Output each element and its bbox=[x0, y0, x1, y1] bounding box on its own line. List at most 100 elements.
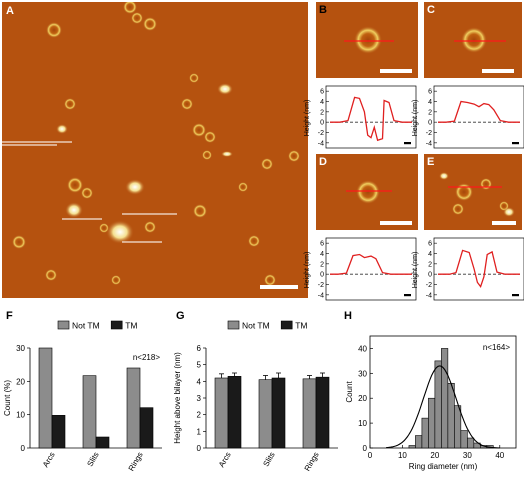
ring-particles bbox=[12, 2, 300, 286]
histogram-bar bbox=[428, 397, 436, 449]
profile-ylabel-bd: Height (nm) bbox=[304, 100, 311, 137]
histogram-bar bbox=[408, 445, 416, 449]
chart-f: 0 10 20 30 Count (%) Arcs Slits Rings Not TM TM n<… bbox=[3, 320, 162, 473]
profile-tick-label: -2 bbox=[426, 130, 432, 137]
profile-tick-label: -4 bbox=[318, 292, 324, 299]
gaussian-fit bbox=[386, 365, 500, 449]
profile-c: 6 4 2 0 -2 -4 bbox=[426, 85, 524, 149]
legend-swatch bbox=[227, 320, 240, 330]
x-tick-label: Slits bbox=[85, 451, 100, 469]
profile-line bbox=[330, 96, 412, 142]
y-tick-label: 0 bbox=[21, 444, 26, 453]
bar-not-tm-rings bbox=[126, 367, 141, 449]
x-tick-label: Rings bbox=[127, 451, 145, 473]
height-profiles: Height (nm) Height (nm) Height (nm) Heig… bbox=[304, 85, 524, 301]
bar-not-tm-arcs bbox=[38, 347, 53, 449]
profile-d: 6 4 2 0 -2 -4 bbox=[318, 237, 417, 301]
aggregate-blobs bbox=[56, 83, 233, 244]
profile-scale-bar bbox=[512, 142, 519, 145]
profile-scale-bar bbox=[404, 142, 411, 145]
y-tick-label: 1 bbox=[197, 427, 202, 436]
afm-image-e: E bbox=[424, 154, 522, 230]
profile-scale-bar bbox=[404, 294, 411, 297]
x-tick-label: 30 bbox=[463, 451, 472, 460]
profile-tick-label: 2 bbox=[320, 261, 324, 268]
y-axis-label: Count (%) bbox=[3, 380, 12, 416]
afm-image-a: A bbox=[2, 2, 308, 298]
x-tick-label: 10 bbox=[398, 451, 407, 460]
chart-annotation: n<164> bbox=[483, 343, 510, 352]
y-tick-label: 5 bbox=[197, 361, 202, 370]
profile-tick-label: 0 bbox=[320, 272, 324, 279]
x-tick-label: 40 bbox=[495, 451, 504, 460]
x-axis-label: Ring diameter (nm) bbox=[409, 462, 478, 471]
histogram-bar bbox=[421, 417, 429, 449]
x-tick-label: Slits bbox=[261, 451, 276, 469]
profile-tick-label: 4 bbox=[428, 99, 432, 106]
legend-label: TM bbox=[295, 321, 307, 331]
chart-annotation: n<218> bbox=[133, 353, 160, 362]
x-tick-label: 20 bbox=[430, 451, 439, 460]
profile-tick-label: 6 bbox=[320, 241, 324, 248]
profile-b: 6 4 2 0 -2 -4 bbox=[318, 85, 417, 149]
histogram-bar bbox=[467, 437, 475, 449]
profile-tick-label: 0 bbox=[320, 120, 324, 127]
bar-tm-rings bbox=[315, 376, 330, 449]
afm-image-a-features bbox=[2, 2, 300, 286]
histogram-bar bbox=[441, 348, 449, 449]
afm-image-b: B bbox=[316, 2, 418, 78]
y-tick-label: 40 bbox=[358, 344, 367, 353]
histogram-bar bbox=[447, 382, 455, 449]
profile-tick-label: -2 bbox=[426, 282, 432, 289]
histogram-bar bbox=[434, 360, 442, 449]
legend-swatch bbox=[110, 320, 123, 330]
profile-tick-label: -4 bbox=[318, 140, 324, 147]
bar-tm-arcs bbox=[51, 415, 66, 449]
scan-streaks bbox=[2, 141, 177, 243]
profile-e: 6 4 2 0 -2 -4 bbox=[426, 237, 524, 301]
x-tick-label: Arcs bbox=[217, 451, 233, 469]
panel-label-b: B bbox=[319, 4, 327, 16]
profile-ylabel-e: Height (nm) bbox=[412, 252, 419, 289]
legend-swatch bbox=[280, 320, 293, 330]
afm-image-c: C bbox=[424, 2, 522, 78]
panel-label-h: H bbox=[344, 310, 352, 322]
y-tick-label: 10 bbox=[358, 419, 367, 428]
x-tick-label: Arcs bbox=[41, 451, 57, 469]
scale-bar-a bbox=[260, 285, 298, 289]
bar-not-tm-rings bbox=[302, 378, 317, 449]
scale-bar-e bbox=[492, 221, 516, 225]
profile-line bbox=[438, 100, 520, 123]
y-tick-label: 20 bbox=[16, 377, 25, 386]
bar-tm-slits bbox=[271, 377, 286, 449]
profile-tick-label: -4 bbox=[426, 140, 432, 147]
profile-ylabel-d: Height (nm) bbox=[304, 252, 311, 289]
y-tick-label: 4 bbox=[197, 377, 202, 386]
profile-tick-label: 6 bbox=[428, 241, 432, 248]
bar-not-tm-arcs bbox=[214, 377, 229, 449]
y-tick-label: 3 bbox=[197, 394, 202, 403]
bar-not-tm-slits bbox=[258, 379, 273, 449]
afm-image-d: D bbox=[316, 154, 418, 230]
profile-tick-label: -2 bbox=[318, 130, 324, 137]
profile-scale-bar bbox=[512, 294, 519, 297]
scale-bar-c bbox=[482, 69, 514, 73]
profile-tick-label: 2 bbox=[428, 261, 432, 268]
y-tick-label: 2 bbox=[197, 411, 202, 420]
profile-tick-label: 6 bbox=[428, 89, 432, 96]
panel-label-d: D bbox=[319, 156, 327, 168]
y-tick-label: 20 bbox=[358, 394, 367, 403]
profile-tick-label: 0 bbox=[428, 120, 432, 127]
profile-tick-label: -4 bbox=[426, 292, 432, 299]
scale-bar-d bbox=[380, 221, 412, 225]
y-tick-label: 30 bbox=[16, 344, 25, 353]
y-axis-label: Count bbox=[345, 381, 354, 403]
panel-label-a: A bbox=[6, 5, 14, 17]
bar-tm-rings bbox=[139, 407, 154, 449]
panel-label-c: C bbox=[427, 4, 435, 16]
y-tick-label: 30 bbox=[358, 369, 367, 378]
panel-label-g: G bbox=[176, 310, 185, 322]
scale-bar-b bbox=[380, 69, 412, 73]
y-tick-label: 6 bbox=[197, 344, 202, 353]
profile-line bbox=[330, 253, 412, 275]
